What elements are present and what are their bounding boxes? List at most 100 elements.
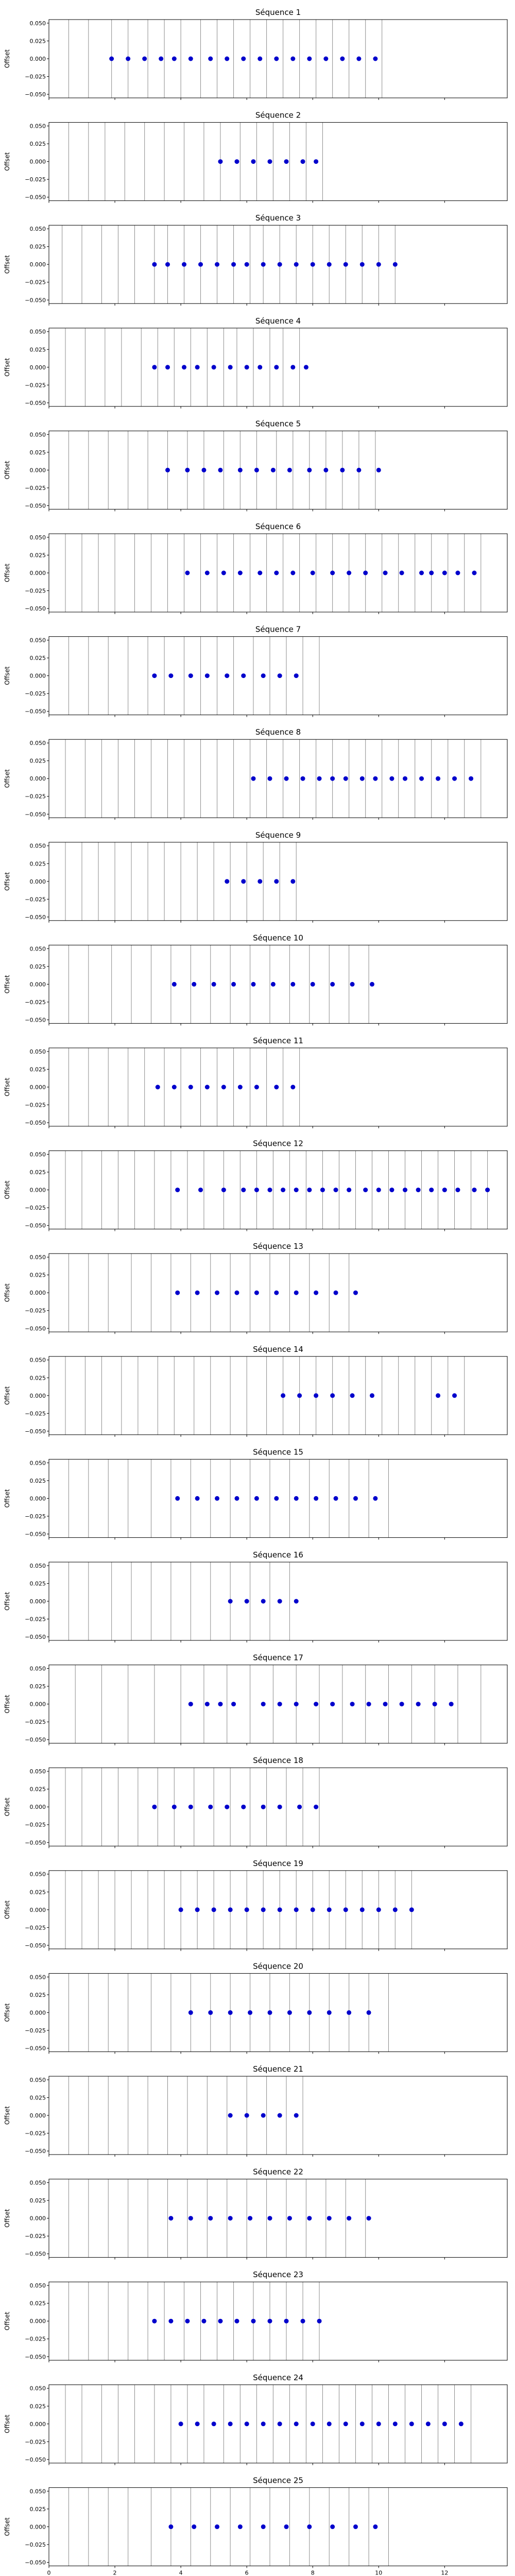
- x-tick-label: 8: [311, 2569, 315, 2576]
- y-tick-label: 0.050: [30, 2488, 46, 2495]
- data-point: [376, 2421, 381, 2427]
- data-point: [350, 1702, 355, 1707]
- data-point: [359, 1907, 365, 1912]
- data-point: [168, 673, 174, 679]
- y-tick-label: −0.050: [25, 2148, 46, 2155]
- y-tick-label: 0.025: [30, 963, 46, 970]
- data-point: [261, 2113, 266, 2118]
- data-point: [254, 1496, 259, 1501]
- data-point: [330, 1393, 335, 1398]
- data-point: [254, 1084, 259, 1090]
- subplot-2: Séquence 2 −0.050 −0.025 0.000 0.025 0.050 Off…: [4, 111, 508, 203]
- data-point: [175, 1496, 180, 1501]
- data-point: [261, 2421, 266, 2427]
- data-point: [234, 2318, 239, 2324]
- y-tick-label: 0.000: [30, 1084, 46, 1091]
- data-point: [307, 467, 312, 472]
- y-tick-label: −0.050: [25, 914, 46, 921]
- data-point: [188, 2216, 193, 2221]
- data-point: [300, 2318, 305, 2324]
- data-point: [294, 262, 299, 267]
- data-point: [171, 1804, 177, 1809]
- data-point: [274, 570, 279, 575]
- data-point: [241, 879, 246, 884]
- data-point: [228, 2010, 233, 2015]
- subplot-13: Séquence 13 −0.050 −0.025 0.000 0.025 0.050 Of…: [4, 1242, 508, 1334]
- data-point: [211, 1907, 216, 1912]
- y-tick-label: 0.025: [30, 141, 46, 147]
- axes-frame: [48, 1150, 508, 1230]
- y-tick-label: 0.025: [30, 1580, 46, 1587]
- axes-frame: [48, 2487, 508, 2566]
- y-axis-label: Offset: [4, 2003, 11, 2022]
- data-point: [373, 2524, 378, 2529]
- y-axis-label: Offset: [4, 1592, 11, 1611]
- y-tick-label: 0.000: [30, 2215, 46, 2222]
- data-point: [485, 1188, 490, 1193]
- data-point: [244, 2113, 249, 2118]
- axes-frame: [48, 944, 508, 1024]
- y-tick-label: −0.025: [25, 588, 46, 595]
- data-point: [442, 1188, 447, 1193]
- data-point: [353, 1496, 358, 1501]
- data-point: [376, 262, 381, 267]
- data-point: [294, 1702, 299, 1707]
- data-point: [231, 262, 236, 267]
- data-point: [251, 776, 256, 781]
- data-point: [270, 467, 276, 472]
- data-point: [409, 1907, 414, 1912]
- y-tick-label: 0.025: [30, 1375, 46, 1381]
- x-tick-label: 0: [47, 2569, 51, 2576]
- data-point: [290, 365, 296, 370]
- data-point: [347, 570, 352, 575]
- data-point: [261, 673, 266, 679]
- data-point: [244, 262, 249, 267]
- y-tick-label: 0.025: [30, 552, 46, 558]
- data-point: [221, 570, 226, 575]
- data-point: [376, 467, 381, 472]
- data-point: [369, 981, 374, 987]
- data-point: [152, 262, 157, 267]
- y-tick-label: 0.050: [30, 1666, 46, 1672]
- y-tick-label: 0.050: [30, 2180, 46, 2187]
- data-point: [294, 2113, 299, 2118]
- subplot-19: Séquence 19 −0.050 −0.025 0.000 0.025 0.050 Of…: [4, 1859, 508, 1951]
- data-point: [277, 262, 282, 267]
- data-point: [208, 56, 213, 61]
- data-point: [277, 1702, 282, 1707]
- y-tick-label: −0.050: [25, 1016, 46, 1023]
- y-axis-label: Offset: [4, 1180, 11, 1199]
- y-tick-label: 0.000: [30, 364, 46, 371]
- y-tick-label: −0.025: [25, 1102, 46, 1109]
- data-point: [343, 262, 348, 267]
- y-tick-label: 0.025: [30, 346, 46, 353]
- y-tick-label: −0.050: [25, 91, 46, 98]
- y-tick-label: 0.025: [30, 860, 46, 867]
- y-axis-label: Offset: [4, 49, 11, 68]
- data-point: [290, 879, 296, 884]
- data-point: [274, 879, 279, 884]
- data-point: [294, 1290, 299, 1295]
- data-point: [225, 1804, 230, 1809]
- data-point: [369, 1393, 374, 1398]
- data-point: [314, 1290, 319, 1295]
- subplot-title: Séquence 16: [253, 1550, 303, 1560]
- data-point: [218, 159, 223, 164]
- data-point: [261, 1907, 266, 1912]
- data-point: [261, 1599, 266, 1604]
- y-axis-label: Offset: [4, 358, 11, 376]
- y-tick-label: 0.050: [30, 1563, 46, 1569]
- y-tick-label: −0.050: [25, 1634, 46, 1640]
- y-tick-label: 0.000: [30, 1187, 46, 1194]
- data-point: [419, 570, 424, 575]
- y-tick-label: −0.050: [25, 605, 46, 612]
- data-point: [284, 776, 289, 781]
- data-point: [303, 365, 308, 370]
- subplot-title: Séquence 9: [255, 831, 301, 840]
- data-point: [350, 981, 355, 987]
- data-point: [168, 2318, 174, 2324]
- data-point: [168, 2524, 174, 2529]
- subplot-title: Séquence 7: [255, 625, 301, 634]
- y-tick-label: −0.050: [25, 194, 46, 201]
- y-tick-label: 0.000: [30, 2318, 46, 2325]
